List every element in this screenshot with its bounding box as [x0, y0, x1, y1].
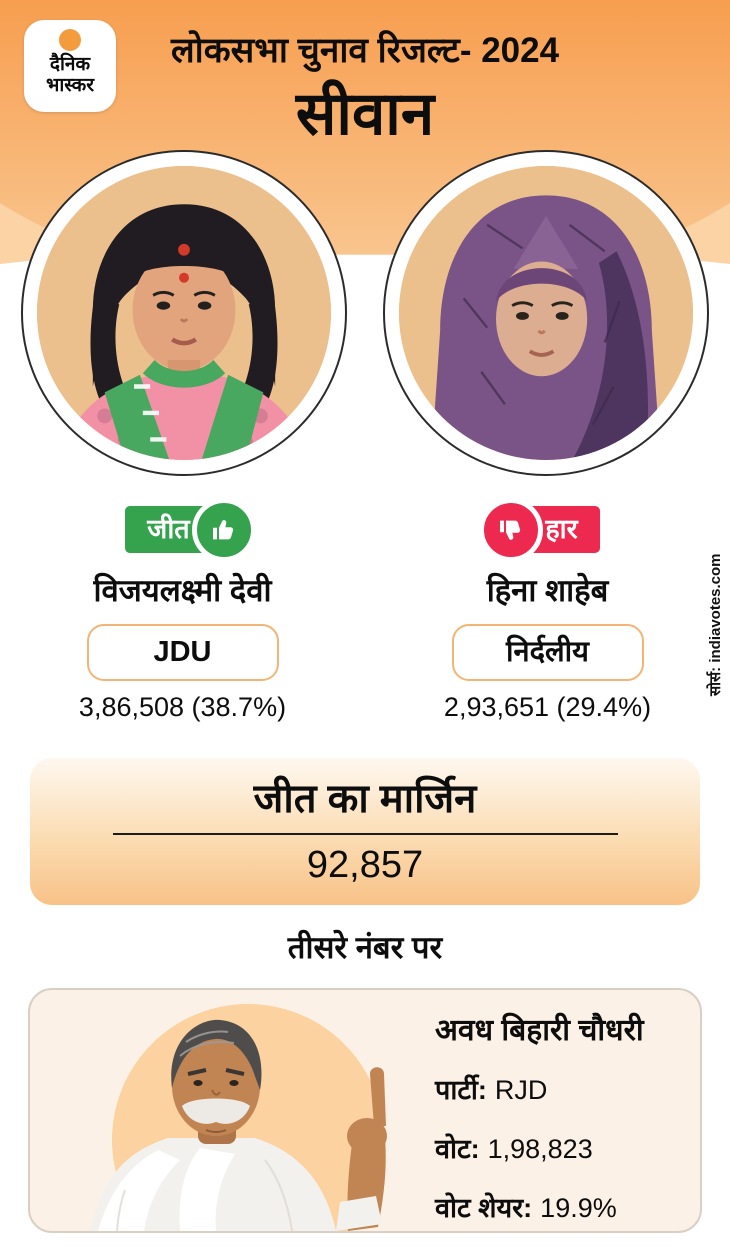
share-value: 19.9%	[540, 1193, 617, 1223]
margin-title: जीत का मार्जिन	[253, 777, 477, 821]
runnerup-party-pill: निर्दलीय	[451, 624, 644, 681]
third-place-votes-row: वोट: 1,98,823	[435, 1129, 593, 1166]
third-place-heading: तीसरे नंबर पर	[287, 930, 443, 965]
logo-line2: भास्कर	[45, 75, 95, 96]
winner-column: जीत विजयलक्ष्मी देवी JDU 3,86,508 (38.7%…	[0, 498, 365, 723]
loss-badge: हार	[479, 498, 600, 562]
votes-value: 1,98,823	[487, 1134, 593, 1164]
runnerup-portrait-art	[399, 166, 693, 460]
winner-photo	[21, 150, 347, 476]
win-badge: जीत	[125, 498, 256, 562]
winner-votes: 3,86,508 (38.7%)	[78, 692, 287, 722]
thumbs-down-icon	[479, 498, 544, 562]
margin-value: 92,857	[306, 844, 424, 886]
margin-divider	[112, 833, 618, 835]
third-place-card: अवध बिहारी चौधरी पार्टी: RJD वोट: 1,98,823…	[28, 988, 702, 1233]
third-place-share-row: वोट शेयर: 19.9%	[435, 1188, 617, 1225]
winner-name: विजयलक्ष्मी देवी	[93, 573, 272, 608]
share-label: वोट शेयर:	[435, 1193, 533, 1223]
runnerup-name: हिना शाहेब	[486, 573, 609, 608]
third-place-name: अवध बिहारी चौधरी	[435, 1014, 644, 1047]
logo-text: दैनिक भास्कर	[24, 54, 116, 96]
runnerup-photo	[383, 150, 709, 476]
thumbs-up-icon	[191, 498, 256, 562]
third-place-party-row: पार्टी: RJD	[435, 1070, 547, 1107]
logo-sun-icon	[59, 29, 81, 51]
page-title: लोकसभा चुनाव रिजल्ट- 2024	[170, 31, 560, 70]
logo-line1: दैनिक	[49, 54, 91, 75]
runnerup-column: हार हिना शाहेब निर्दलीय 2,93,651 (29.4%)	[365, 498, 730, 723]
constituency-title: सीवान	[295, 80, 435, 147]
winner-party-pill: JDU	[86, 624, 279, 681]
dainik-bhaskar-logo: दैनिक भास्कर	[24, 20, 116, 112]
margin-card: जीत का मार्जिन 92,857	[30, 758, 700, 905]
source-note: सोर्स: indiavotes.com	[707, 553, 724, 697]
runnerup-votes: 2,93,651 (29.4%)	[443, 692, 652, 722]
winner-portrait-art	[37, 166, 331, 460]
third-place-portrait-art	[90, 1004, 387, 1231]
party-value: RJD	[494, 1075, 548, 1105]
votes-label: वोट:	[435, 1134, 480, 1164]
party-label: पार्टी:	[435, 1075, 487, 1105]
